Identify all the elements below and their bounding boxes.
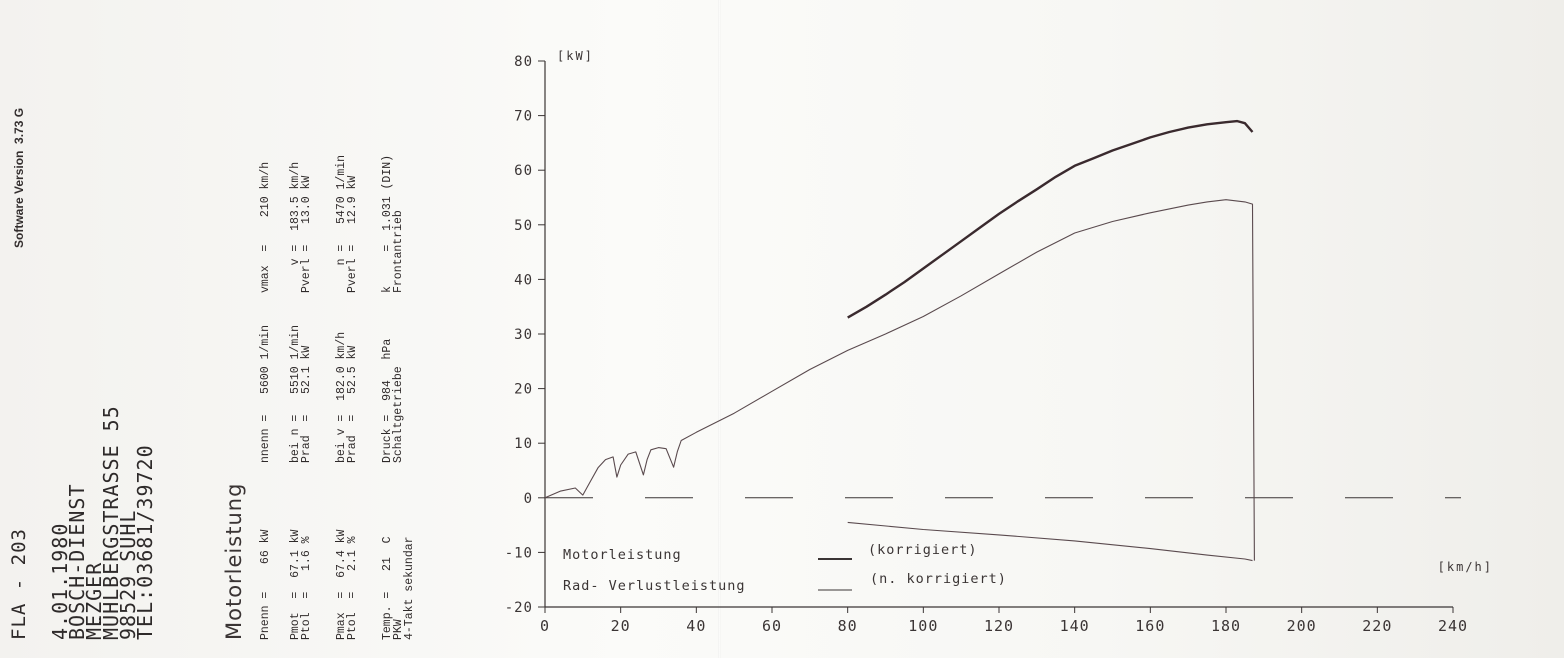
y-tick-label: 20 xyxy=(514,382,533,398)
x-axis-label: [km/h] xyxy=(1438,560,1493,574)
y-tick-label: -10 xyxy=(505,545,533,561)
x-tick-label: 240 xyxy=(1438,617,1468,635)
legend-label: Rad- Verlustleistung xyxy=(563,578,746,594)
y-tick-label: 70 xyxy=(514,109,533,125)
x-tick-label: 160 xyxy=(1135,617,1165,635)
x-tick-label: 80 xyxy=(838,617,858,635)
y-tick-label: 80 xyxy=(514,54,533,70)
x-tick-label: 60 xyxy=(762,617,782,635)
x-tick-label: 220 xyxy=(1362,617,1392,635)
chart-series xyxy=(544,119,1461,562)
chart-axes xyxy=(544,61,1453,608)
y-tick-label: 0 xyxy=(524,491,533,507)
paper-fold xyxy=(718,0,721,658)
y-tick-label: 30 xyxy=(514,327,533,343)
y-tick-label: 10 xyxy=(514,436,533,452)
x-tick-label: 180 xyxy=(1211,617,1241,635)
y-tick-label: 50 xyxy=(514,218,533,234)
x-tick-label: 100 xyxy=(908,617,938,635)
series-line-2 xyxy=(544,199,1255,561)
y-tick-label: -20 xyxy=(505,600,533,616)
x-tick-label: 200 xyxy=(1287,617,1317,635)
y-tick-label: 60 xyxy=(514,163,533,179)
series-line-3 xyxy=(847,521,1253,562)
y-axis-label: [kW] xyxy=(557,49,594,63)
x-tick-label: 120 xyxy=(984,617,1014,635)
chart-legend: Motorleistung (korrigiert) Rad- Verlustlei… xyxy=(563,542,1007,594)
x-tick-label: 140 xyxy=(1060,617,1090,635)
x-tick-label: 0 xyxy=(540,617,550,635)
legend-label: Motorleistung xyxy=(563,547,682,563)
x-tick-label: 20 xyxy=(611,617,631,635)
legend-suffix: (n. korrigiert) xyxy=(870,571,1007,587)
legend-suffix: (korrigiert) xyxy=(868,542,978,558)
x-tick-label: 40 xyxy=(686,617,706,635)
series-line-1 xyxy=(847,119,1254,319)
y-tick-label: 40 xyxy=(514,272,533,288)
chart-ticks: -20 -10 0 10 20 30 40 50 60 70 80 0 20 40 60 80 100 120 14… xyxy=(505,49,1493,635)
